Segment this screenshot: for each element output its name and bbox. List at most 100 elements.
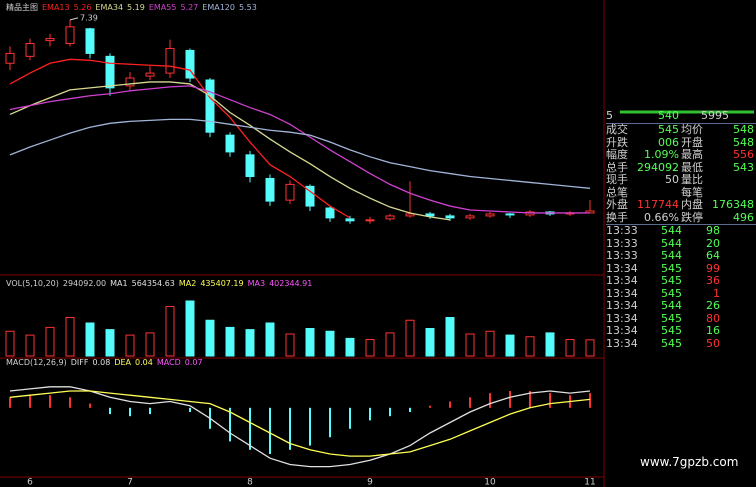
legend-value: 402344.91 xyxy=(269,279,312,288)
watermark: www.7gpzb.com xyxy=(640,455,739,469)
line xyxy=(9,81,451,221)
tick-time: 13:33 xyxy=(606,236,638,250)
legend-name: DIFF xyxy=(71,358,89,367)
quote-label: 内盘 xyxy=(681,198,703,211)
candle-body xyxy=(105,55,115,89)
quote-value: 1.09% xyxy=(644,148,679,161)
chart-title: MACD(12,26,9) xyxy=(6,358,67,367)
volume-bar xyxy=(25,334,35,357)
quote-label: 量比 xyxy=(681,173,703,186)
volume-bar xyxy=(505,334,515,357)
tick-volume: 98 xyxy=(706,224,720,237)
line xyxy=(9,386,591,468)
tick-time: 13:34 xyxy=(606,311,638,325)
tick-time: 13:34 xyxy=(606,336,638,350)
candle-body xyxy=(165,47,175,74)
legend-name: DEA xyxy=(114,358,131,367)
candle-body xyxy=(205,79,215,133)
legend-name: MA3 xyxy=(248,279,265,288)
quote-row: 升跌 006 开盘 548 xyxy=(606,135,756,150)
quote-value: 50 xyxy=(665,173,679,186)
volume-bar xyxy=(265,322,275,357)
candle-body xyxy=(25,43,35,57)
volume-bar xyxy=(205,319,215,357)
legend-value: 5.19 xyxy=(127,3,145,12)
quote-label: 最高 xyxy=(681,148,703,161)
legend-name: EMA120 xyxy=(202,3,235,12)
quote-label: 跌停 xyxy=(681,210,703,224)
candle-body xyxy=(365,219,375,222)
tick-list: 13:33 544 98 13:33 544 20 13:33 544 64 13:34 545 99… xyxy=(606,224,756,350)
volume-bar xyxy=(125,334,135,357)
candle-body xyxy=(485,213,495,217)
quote-row: 总笔 每笔 xyxy=(606,186,756,200)
quote-label: 均价 xyxy=(681,123,703,136)
legend-name: MA1 xyxy=(110,279,127,288)
quote-value: 294092 xyxy=(637,160,679,174)
quote-value: 556 xyxy=(733,148,754,161)
tick-row: 13:34 545 80 xyxy=(606,311,756,326)
tick-volume: 16 xyxy=(706,324,720,337)
candle-body xyxy=(125,77,135,87)
tick-row: 13:33 544 20 xyxy=(606,236,756,251)
candle-body xyxy=(185,49,195,79)
tick-time: 13:33 xyxy=(606,224,638,237)
candle-body xyxy=(465,215,475,219)
candle-body xyxy=(285,183,295,201)
volume-bar xyxy=(585,339,595,357)
volume-bar xyxy=(165,306,175,357)
volume-bar xyxy=(145,332,155,357)
quote-value: 117744 xyxy=(637,198,679,211)
legend: 精品主图 EMA13 5.26 EMA34 5.19 EMA55 5.27 EMA120 5.5… xyxy=(6,2,257,12)
quote-value: 543 xyxy=(733,160,754,174)
tick-price: 545 xyxy=(661,261,682,275)
legend-name: EMA34 xyxy=(95,3,123,12)
volume-bar xyxy=(385,332,395,357)
legend-name: EMA13 xyxy=(42,3,70,12)
high-label: 7.39 xyxy=(80,13,98,22)
x-tick-label: 10 xyxy=(484,478,496,487)
quote-row: 外盘 117744 内盘 176348 xyxy=(606,198,756,212)
legend-value: 0.04 xyxy=(135,358,153,367)
candle-body xyxy=(445,215,455,219)
quote-value xyxy=(708,174,756,187)
x-tick-label: 6 xyxy=(27,478,33,487)
quote-label: 升跌 xyxy=(606,135,628,149)
tick-price: 545 xyxy=(661,311,682,325)
legend-value: 0.08 xyxy=(93,358,111,367)
tick-time: 13:34 xyxy=(606,324,638,337)
quote-row: 现手 50 量比 xyxy=(606,173,756,187)
legend-value: 5.26 xyxy=(74,3,92,12)
volume-bar xyxy=(565,339,575,357)
quote-cell: 5 xyxy=(606,109,613,122)
candle-body xyxy=(305,185,315,207)
tick-volume: 99 xyxy=(706,261,720,275)
x-tick-label: 11 xyxy=(584,478,595,487)
candle-body xyxy=(425,213,435,217)
legend-name: EMA55 xyxy=(149,3,177,12)
x-tick-label: 9 xyxy=(367,478,373,487)
tick-row: 13:34 545 36 xyxy=(606,274,756,288)
quote-row: 幅度 1.09% 最高 556 xyxy=(606,148,756,162)
quote-value: 496 xyxy=(733,210,754,224)
quote-value: 176348 xyxy=(712,198,754,211)
volume-bar xyxy=(465,333,475,357)
candle-body xyxy=(5,52,15,64)
line xyxy=(9,85,590,214)
legend-value: 0.07 xyxy=(185,358,203,367)
volume-bar xyxy=(65,317,75,357)
candle-body xyxy=(65,26,75,45)
legend-name: MACD xyxy=(157,358,181,367)
legend: VOL(5,10,20) 294092.00 MA1 564354.63 MA2 4354… xyxy=(6,279,312,288)
quote-panel: 5 540 5995 成交 545 均价 548 升跌 006 开盘 548 幅度 1.09% 最高… xyxy=(606,109,756,350)
volume-bar xyxy=(225,326,235,357)
x-tick-label: 7 xyxy=(127,478,133,487)
quote-label: 最低 xyxy=(681,160,703,174)
quote-row: 换手 0.66% 跌停 496 xyxy=(606,210,756,225)
candle-body xyxy=(45,38,55,42)
volume-bar xyxy=(485,330,495,357)
tick-volume: 80 xyxy=(706,311,720,325)
candle-body xyxy=(245,154,255,178)
volume-bar xyxy=(325,330,335,357)
